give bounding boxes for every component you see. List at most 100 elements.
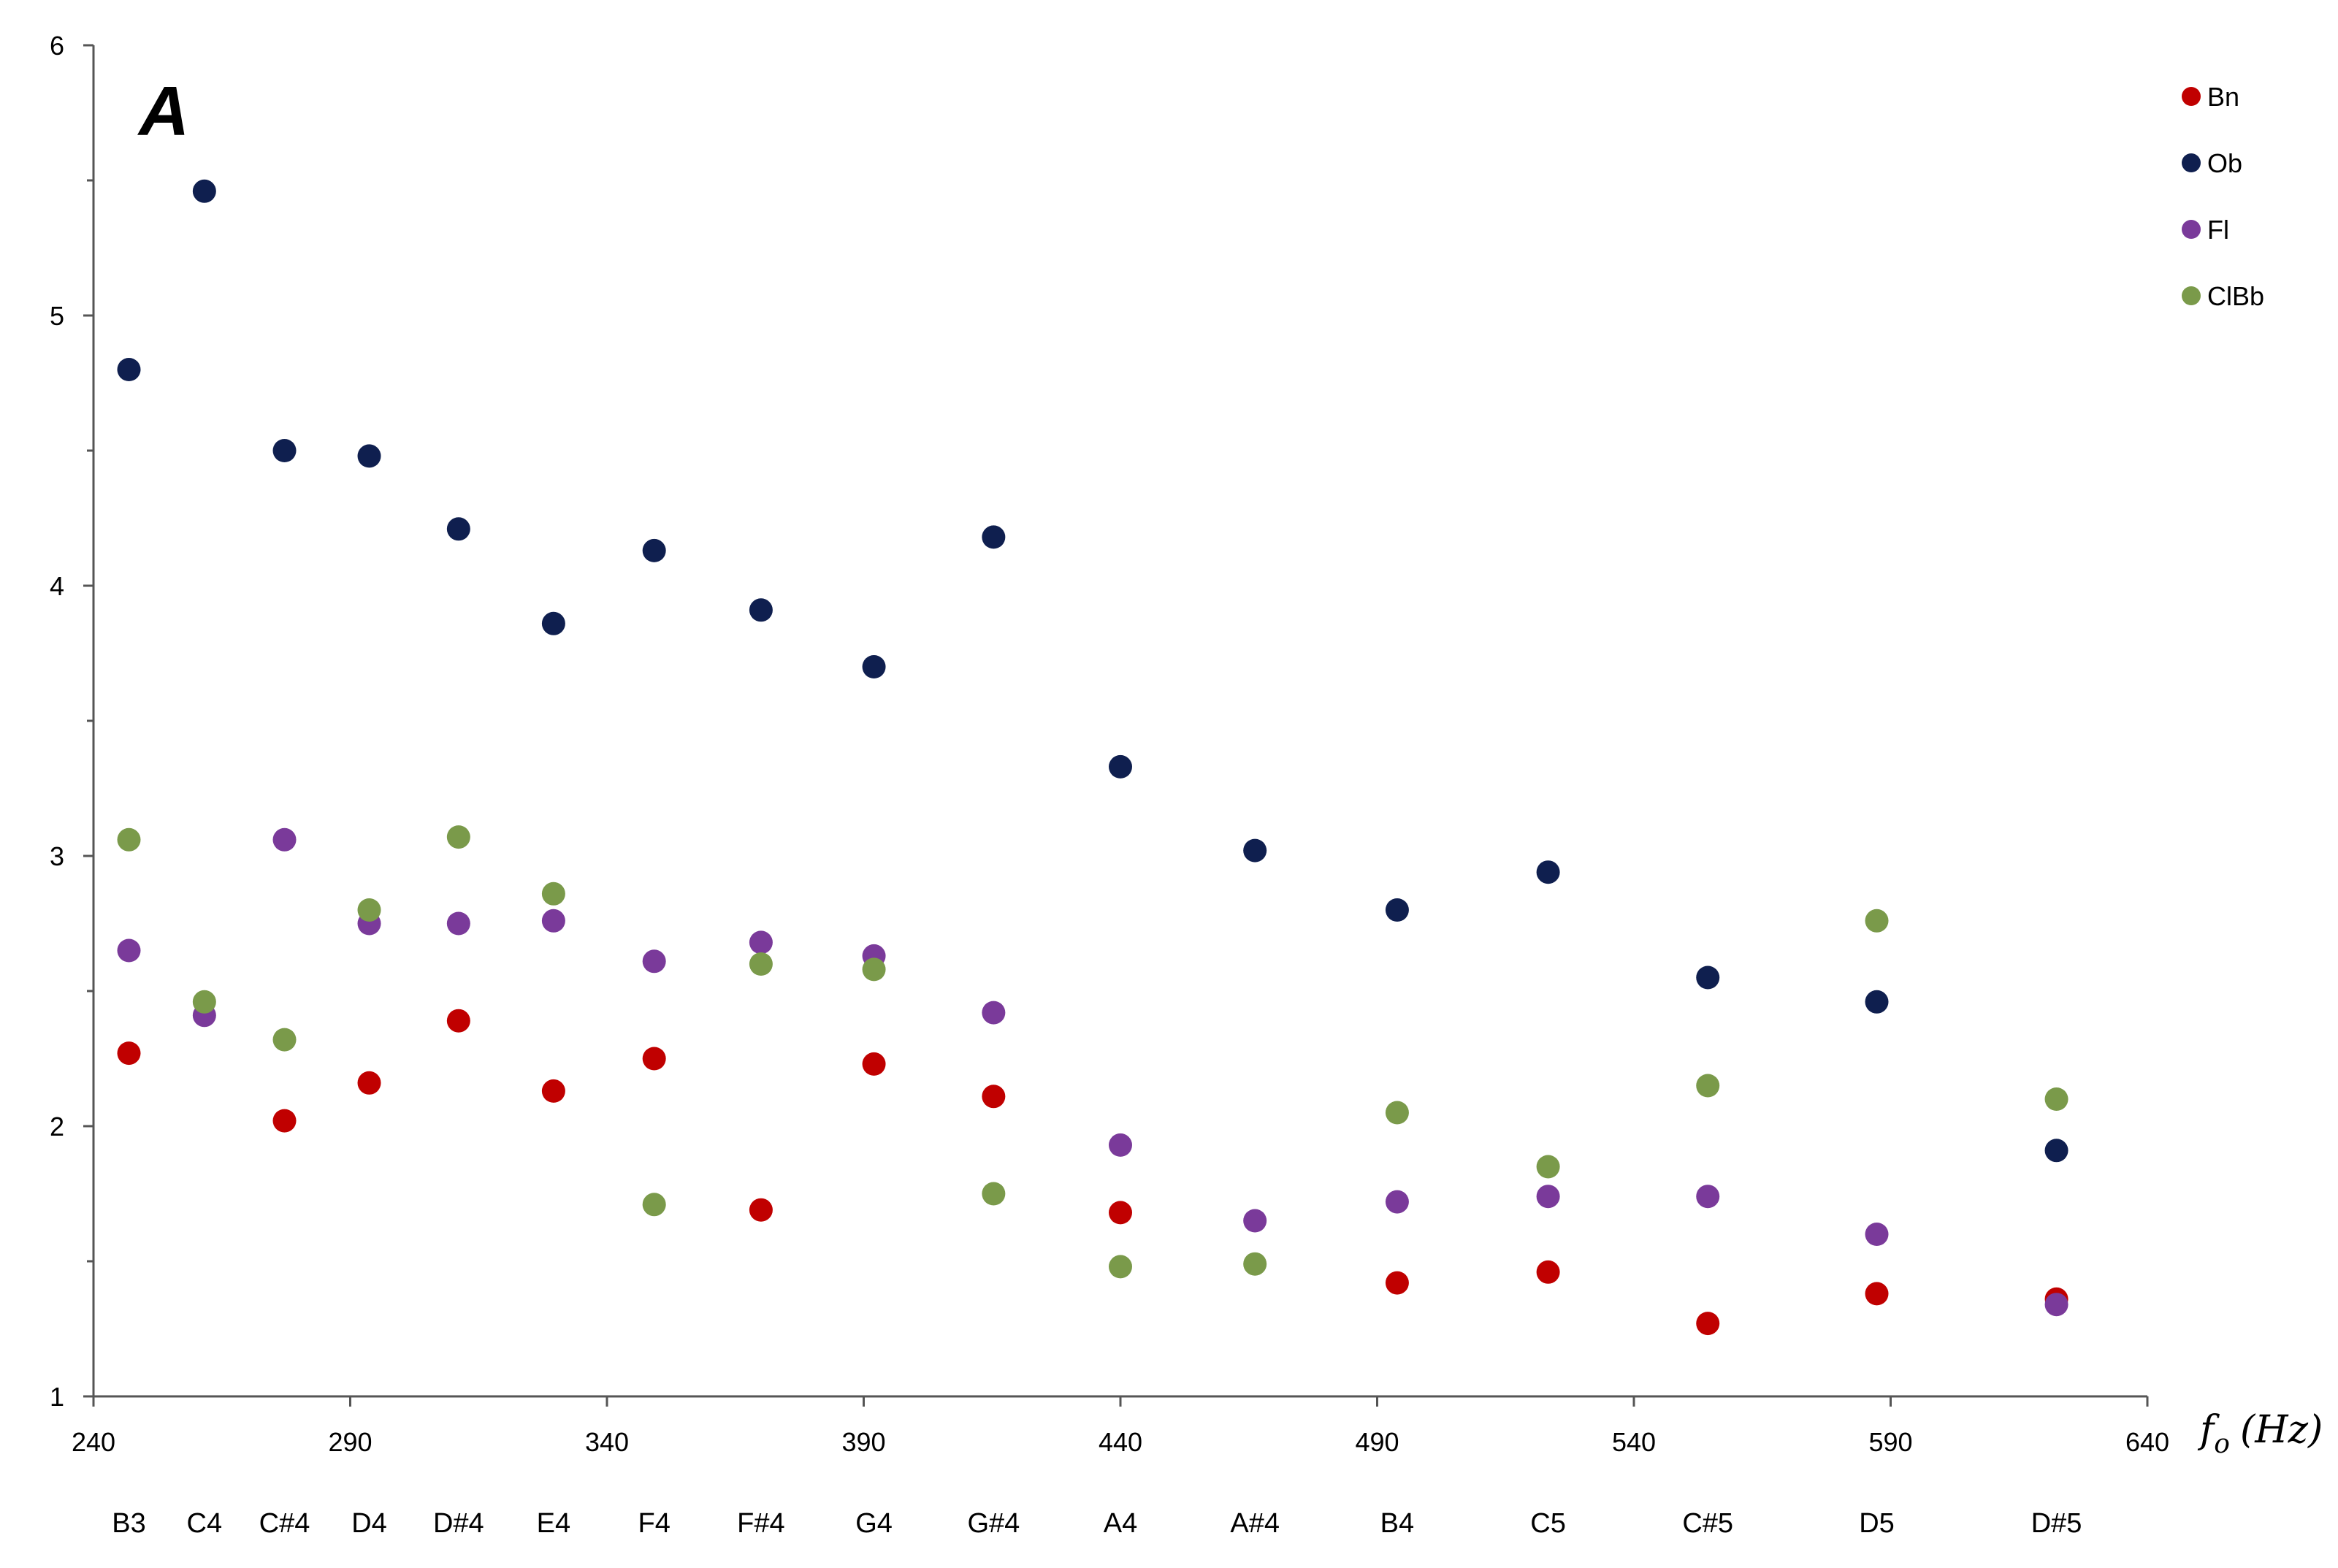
legend: Bn Ob Fl ClBb bbox=[2182, 82, 2264, 311]
note-label: F#4 bbox=[737, 1508, 784, 1539]
data-point-ob bbox=[982, 525, 1006, 549]
data-point-bn bbox=[272, 1109, 297, 1133]
data-point-fl bbox=[1385, 1190, 1409, 1214]
data-point-fl bbox=[1109, 1133, 1132, 1157]
legend-marker-bn bbox=[2182, 87, 2201, 106]
data-point-fl bbox=[272, 827, 297, 852]
note-labels: B3 C4 C#4 D4 D#4 E4 F4 F#4 G4 G#4 A4 A#4 B4 C5 C#5 D5 D#… bbox=[112, 1508, 2082, 1539]
data-point-ob bbox=[1536, 860, 1560, 884]
y-tick-label: 6 bbox=[50, 31, 64, 61]
data-point-fl bbox=[1696, 1185, 1720, 1209]
data-point-fl bbox=[117, 938, 141, 963]
legend-marker-fl bbox=[2182, 220, 2201, 239]
note-label: A#4 bbox=[1230, 1508, 1280, 1539]
note-label: D#5 bbox=[2031, 1508, 2082, 1539]
data-point-clbb bbox=[192, 990, 216, 1014]
data-point-clbb bbox=[642, 1193, 666, 1217]
legend-item-fl: Fl bbox=[2182, 215, 2229, 245]
data-point-clbb bbox=[357, 898, 381, 922]
data-point-clbb bbox=[749, 952, 773, 976]
data-point-fl bbox=[982, 1001, 1006, 1025]
note-label: B3 bbox=[112, 1508, 145, 1539]
data-point-ob bbox=[272, 439, 297, 462]
legend-label-bn: Bn bbox=[2207, 82, 2239, 112]
y-tick-label: 3 bbox=[50, 841, 64, 871]
data-point-bn bbox=[357, 1071, 381, 1095]
data-point-fl bbox=[541, 909, 565, 933]
x-axis-title: fo (Hz) bbox=[2197, 1408, 2323, 1459]
data-point-fl bbox=[642, 949, 666, 974]
note-label: E4 bbox=[537, 1508, 570, 1539]
note-label: C#4 bbox=[259, 1508, 310, 1539]
note-label: F4 bbox=[638, 1508, 670, 1539]
data-point-ob bbox=[749, 598, 773, 622]
data-point-ob bbox=[446, 517, 470, 541]
x-tick-label: 490 bbox=[1355, 1427, 1399, 1457]
y-tick-labels: 1 2 3 4 5 6 bbox=[50, 31, 64, 1412]
x-axis-title-unit: (Hz) bbox=[2240, 1408, 2323, 1452]
data-point-clbb bbox=[1865, 909, 1889, 933]
data-point-bn bbox=[1385, 1271, 1409, 1295]
data-point-clbb bbox=[1536, 1155, 1560, 1179]
x-tick-label: 640 bbox=[2125, 1427, 2169, 1457]
data-point-bn bbox=[982, 1085, 1006, 1109]
data-point-bn bbox=[117, 1041, 141, 1066]
data-point-clbb bbox=[1385, 1101, 1409, 1125]
data-point-fl bbox=[1865, 1223, 1889, 1246]
data-point-ob bbox=[1385, 898, 1409, 922]
x-axis-title-subscript: o bbox=[2214, 1429, 2230, 1459]
data-point-clbb bbox=[1109, 1255, 1132, 1279]
note-label: C#5 bbox=[1682, 1508, 1733, 1539]
note-label: A4 bbox=[1104, 1508, 1137, 1539]
data-point-bn bbox=[642, 1047, 666, 1071]
note-label: B4 bbox=[1380, 1508, 1414, 1539]
data-point-bn bbox=[541, 1079, 565, 1103]
y-tick-label: 1 bbox=[50, 1382, 64, 1412]
data-point-clbb bbox=[2044, 1087, 2068, 1111]
data-point-ob bbox=[1696, 965, 1720, 990]
series-clbb bbox=[117, 825, 2068, 1279]
note-label: D4 bbox=[351, 1508, 387, 1539]
x-tick-label: 390 bbox=[841, 1427, 885, 1457]
note-label: C4 bbox=[187, 1508, 223, 1539]
legend-item-clbb: ClBb bbox=[2182, 281, 2264, 311]
data-point-fl bbox=[1243, 1209, 1267, 1233]
data-point-bn bbox=[862, 1052, 886, 1076]
panel-label: A bbox=[137, 72, 189, 150]
legend-item-bn: Bn bbox=[2182, 82, 2239, 112]
note-label: D5 bbox=[1859, 1508, 1895, 1539]
data-point-bn bbox=[749, 1198, 773, 1222]
note-label: D#4 bbox=[433, 1508, 484, 1539]
legend-item-ob: Ob bbox=[2182, 148, 2242, 178]
data-point-clbb bbox=[117, 827, 141, 852]
data-point-bn bbox=[1865, 1282, 1889, 1306]
data-point-clbb bbox=[982, 1182, 1006, 1206]
axes bbox=[83, 44, 2149, 1407]
data-point-ob bbox=[2044, 1139, 2068, 1163]
series-ob bbox=[117, 179, 2068, 1163]
data-points bbox=[117, 179, 2068, 1336]
data-point-ob bbox=[1865, 990, 1889, 1014]
data-point-bn bbox=[1536, 1260, 1560, 1284]
note-label: G4 bbox=[855, 1508, 893, 1539]
y-tick-label: 5 bbox=[50, 301, 64, 331]
x-tick-label: 240 bbox=[72, 1427, 115, 1457]
data-point-clbb bbox=[1243, 1252, 1267, 1276]
legend-label-ob: Ob bbox=[2207, 148, 2242, 178]
data-point-ob bbox=[1109, 754, 1132, 779]
data-point-fl bbox=[749, 930, 773, 955]
data-point-ob bbox=[642, 538, 666, 562]
data-point-ob bbox=[357, 444, 381, 468]
note-label: C5 bbox=[1530, 1508, 1566, 1539]
data-point-ob bbox=[117, 358, 141, 381]
data-point-ob bbox=[541, 611, 565, 635]
legend-label-fl: Fl bbox=[2207, 215, 2229, 245]
x-tick-label: 540 bbox=[1612, 1427, 1656, 1457]
data-point-bn bbox=[1696, 1312, 1720, 1336]
data-point-bn bbox=[446, 1009, 470, 1033]
data-point-clbb bbox=[862, 957, 886, 982]
legend-marker-clbb bbox=[2182, 286, 2201, 305]
data-point-clbb bbox=[1696, 1074, 1720, 1098]
